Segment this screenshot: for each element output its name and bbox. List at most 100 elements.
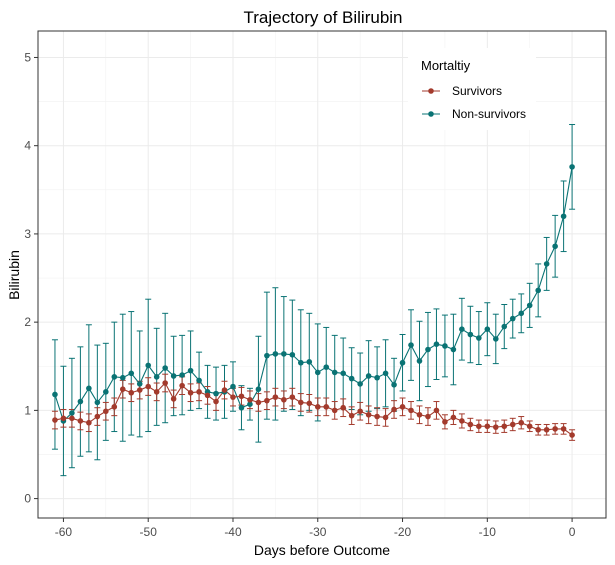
non-survivors-point (145, 362, 152, 369)
non-survivors-point (298, 359, 304, 366)
non-survivors-point (170, 373, 177, 379)
non-survivors-point (569, 164, 575, 170)
non-survivors-point (476, 335, 482, 341)
survivors-point (501, 423, 508, 430)
survivors-point (306, 400, 313, 407)
survivors-point (314, 404, 321, 410)
survivors-point (323, 404, 330, 410)
non-survivors-point (196, 377, 202, 384)
x-tick-label: -50 (140, 525, 158, 539)
non-survivors-point (247, 401, 253, 407)
non-survivors-point (187, 367, 194, 374)
non-survivors-point (382, 370, 389, 377)
non-survivors-point (94, 399, 101, 406)
non-survivors-point (77, 398, 84, 405)
series-points (52, 164, 575, 438)
non-survivors-point (281, 351, 287, 357)
survivors-point (264, 397, 270, 404)
non-survivors-point (255, 386, 262, 392)
non-survivors-point (119, 374, 126, 381)
survivors-point (365, 411, 372, 418)
survivors-point (535, 426, 541, 433)
non-survivors-point (103, 389, 109, 395)
non-survivors-point (552, 243, 558, 250)
y-tick-label: 5 (24, 50, 31, 64)
survivors-point (179, 382, 185, 389)
non-survivors-point (374, 374, 380, 381)
survivors-point (213, 398, 219, 405)
survivors-point (128, 389, 135, 396)
survivors-point (450, 414, 457, 421)
survivors-point (77, 418, 84, 424)
survivors-point (162, 380, 168, 386)
survivors-point (518, 419, 525, 426)
non-survivors-point (213, 390, 219, 397)
survivors-point (374, 413, 380, 420)
non-survivors-point (484, 326, 491, 332)
non-survivors-point (433, 341, 440, 347)
non-survivors-point (348, 375, 355, 382)
survivors-point (543, 426, 550, 433)
non-survivors-point (365, 373, 372, 379)
non-survivors-point (391, 381, 397, 388)
y-tick-label: 4 (24, 139, 31, 153)
legend-label-survivors: Survivors (452, 84, 502, 98)
non-survivors-point (442, 343, 448, 349)
legend-title: Mortaltiy (421, 58, 471, 73)
chart-title: Trajectory of Bilirubin (243, 8, 402, 27)
non-survivors-point (331, 369, 338, 376)
survivors-point (382, 414, 389, 421)
non-survivors-point (230, 383, 236, 390)
survivors-point (442, 419, 448, 425)
survivors-point (69, 415, 75, 422)
non-survivors-point (69, 410, 75, 416)
x-tick-label: -20 (394, 525, 412, 539)
non-survivors-point (425, 346, 431, 353)
non-survivors-point (509, 315, 516, 322)
non-survivors-point (272, 351, 279, 357)
non-survivors-point (459, 326, 465, 332)
non-survivors-point (560, 213, 567, 220)
survivors-point (103, 408, 109, 415)
survivors-point (484, 423, 491, 430)
survivors-point (111, 404, 118, 410)
non-survivors-point (289, 351, 296, 358)
survivors-point (509, 421, 516, 428)
survivors-point (52, 417, 58, 423)
survivors-point (94, 413, 101, 420)
non-survivors-point (162, 365, 168, 371)
survivors-point (467, 421, 474, 428)
non-survivors-point (535, 287, 541, 294)
legend-label-non-survivors: Non-survivors (452, 107, 526, 121)
y-tick-label: 3 (24, 227, 31, 241)
y-tick-label: 1 (24, 403, 31, 417)
legend-items: Survivors Non-survivors (422, 84, 526, 121)
legend-key-point-non-survivors (428, 111, 434, 117)
plot-border (37, 30, 607, 519)
survivors-point (289, 394, 296, 400)
non-survivors-point (323, 364, 330, 370)
y-tick-label: 0 (24, 492, 31, 506)
y-axis-ticks: 0 1 2 3 4 5 (24, 50, 38, 506)
non-survivors-point (399, 359, 406, 366)
non-survivors-point (416, 358, 423, 364)
non-survivors-point (518, 310, 525, 317)
non-survivors-point (52, 391, 58, 398)
non-survivors-point (86, 385, 92, 392)
survivors-point (348, 412, 355, 419)
non-survivors-point (450, 346, 457, 353)
non-survivors-point (314, 369, 321, 376)
survivors-point (247, 396, 253, 403)
survivors-point (204, 392, 211, 399)
non-survivors-point (543, 261, 550, 267)
non-survivors-point (357, 381, 363, 387)
survivors-point (298, 399, 304, 406)
survivors-point (230, 394, 236, 400)
survivors-point (255, 399, 262, 406)
survivors-point (425, 413, 431, 420)
survivors-point (60, 415, 67, 422)
x-axis-title: Days before Outcome (254, 542, 390, 558)
x-tick-label: -30 (309, 525, 327, 539)
survivors-point (526, 423, 533, 430)
